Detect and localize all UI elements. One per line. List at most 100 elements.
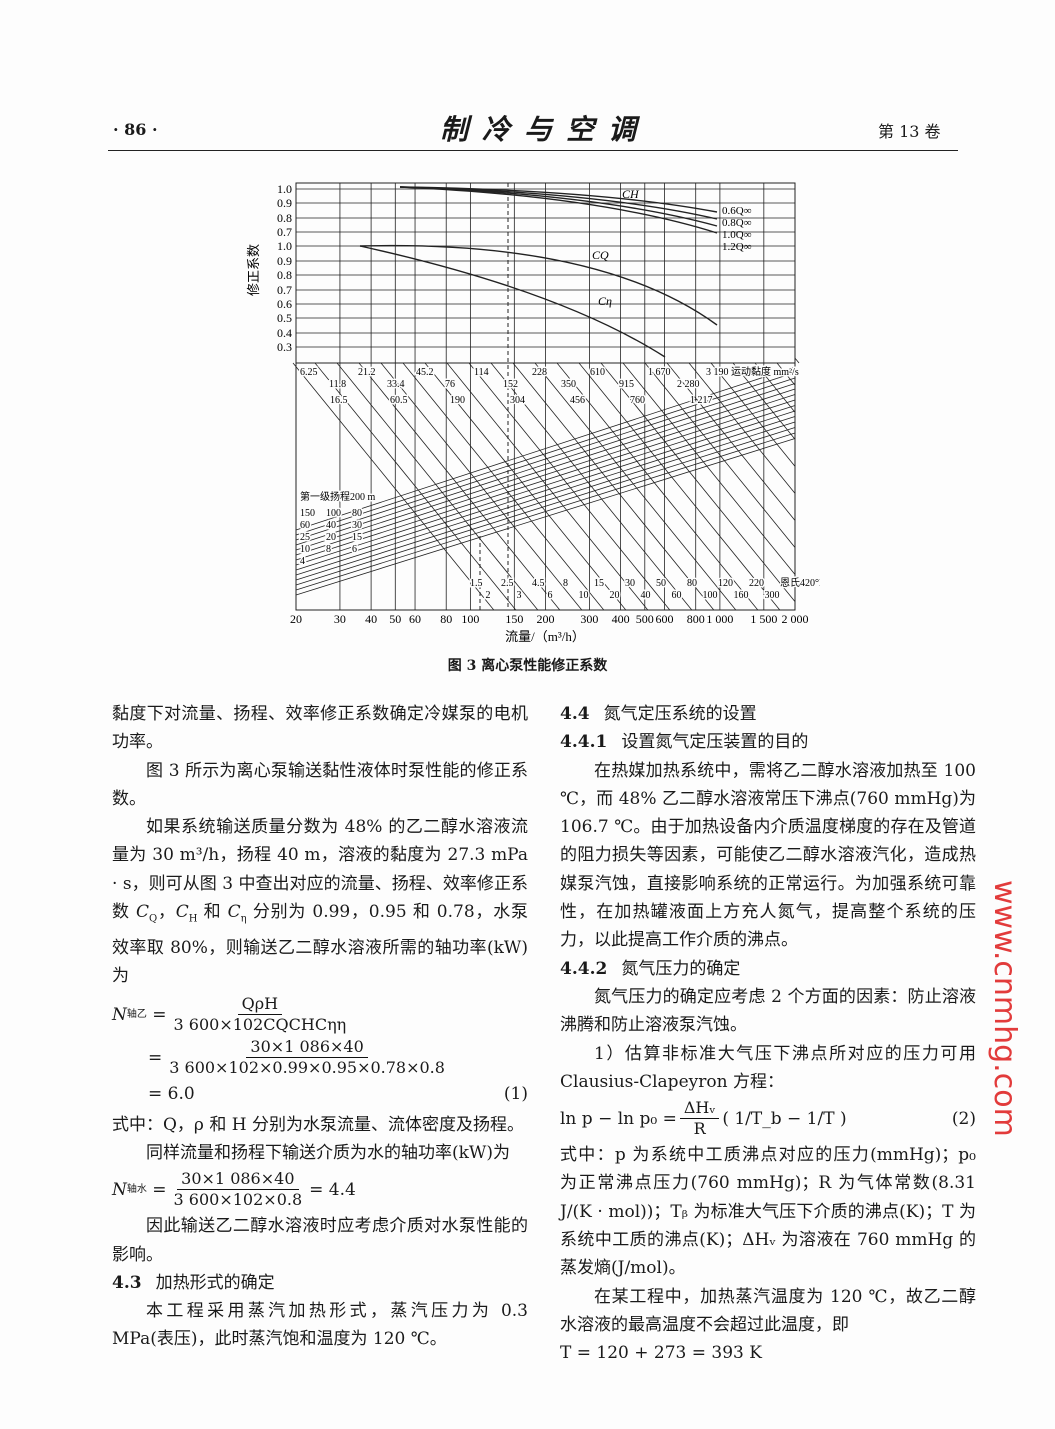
paragraph-text: 如果系统输送质量分数为 48% 的乙二醇水溶液流量为 30 m³/h，扬程 40…: [112, 817, 528, 923]
section-title: 氮气压力的确定: [621, 958, 741, 979]
head-label: 60: [300, 520, 310, 531]
numerator: QρH: [237, 994, 283, 1016]
head-label: 第一级扬程200 m: [300, 490, 375, 503]
viscosity-label: 350: [561, 379, 576, 390]
volume-label: 第 13 卷: [878, 122, 941, 141]
engler-label: 1.5: [470, 578, 483, 589]
engler-label: 3: [517, 590, 522, 601]
viscosity-line: [710, 362, 796, 467]
y-tick-label: 0.4: [277, 326, 292, 340]
section-title: 设置氮气定压装置的目的: [621, 732, 809, 753]
viscosity-label: 228: [532, 367, 547, 378]
viscosity-label: 3 190 运动黏度 mm²/s: [706, 365, 799, 378]
paragraph: 在热媒加热系统中，需将乙二醇水溶液加热至 100 ℃，而 48% 乙二醇水溶液常…: [560, 760, 976, 951]
engler-label: 100: [703, 590, 718, 601]
viscosity-label: 190: [450, 395, 465, 406]
paragraph: 同样流量和扬程下输送介质为水的轴功率(kW)为: [146, 1142, 511, 1163]
viscosity-line: [534, 362, 737, 611]
numerator: 30×1 086×40: [246, 1037, 368, 1059]
paragraph: 如果系统输送质量分数为 48% 的乙二醇水溶液流量为 30 m³/h，扬程 40…: [112, 817, 528, 987]
paragraph: 1）估算非标准大气压下沸点所对应的压力可用 Clausius-Clapeyron…: [560, 1043, 976, 1092]
eq-symbol: N: [112, 1179, 127, 1200]
viscosity-label: 2 280: [677, 379, 700, 390]
viscosity-label: 76: [445, 379, 455, 390]
watermark: www.cnmhg.com: [987, 880, 1022, 1137]
viscosity-line: [644, 362, 796, 548]
head-line: [295, 388, 796, 551]
left-column: 黏度下对流量、扬程、效率修正系数确定冷媒泵的电机功率。 图 3 所示为离心泵输送…: [112, 700, 528, 1354]
viscosity-line: [402, 362, 605, 611]
viscosity-line: [314, 362, 517, 611]
head-label: 80: [352, 508, 362, 519]
x-tick-label: 600: [656, 612, 674, 626]
viscosity-line: [666, 362, 796, 521]
head-line: [295, 427, 796, 586]
head-label: 100: [326, 508, 341, 519]
head-label: 8: [326, 544, 331, 555]
fraction: 30×1 086×40 3 600×102×0.99×0.95×0.78×0.8: [165, 1037, 449, 1078]
cq-curve: [359, 244, 718, 326]
paragraph: 式中：Q，ρ 和 H 分别为水泵流量、流体密度及扬程。: [112, 1114, 524, 1135]
viscosity-line: [446, 362, 649, 611]
fraction: 30×1 086×40 3 600×102×0.8: [170, 1169, 307, 1210]
head-line: [295, 410, 796, 571]
head-label: 150: [300, 508, 315, 519]
x-tick-label: 200: [537, 612, 555, 626]
head-line: [295, 432, 796, 591]
right-column: 4.4 氮气定压系统的设置 4.4.1 设置氮气定压装置的目的 在热媒加热系统中，需…: [560, 700, 976, 1368]
paragraph: 本工程采用蒸汽加热形式，蒸汽压力为 0.3 MPa(表压)，此时蒸汽饱和温度为 …: [112, 1301, 528, 1350]
equation-1: N 轴乙 = QρH 3 600×102CQCHCηη: [112, 994, 528, 1035]
equation-3: T = 120 + 273 = 393 K: [560, 1343, 762, 1364]
y-tick-label: 0.6: [277, 297, 292, 311]
numerator: ΔHᵥ: [679, 1098, 720, 1120]
ch-flow-label: 1.0Q∞: [722, 229, 752, 241]
engler-label: 恩氏420°E: [780, 577, 820, 589]
ch-flow-label: 0.6Q∞: [722, 205, 752, 217]
viscosity-line: [556, 362, 759, 611]
viscosity-line: [600, 362, 796, 602]
denominator: R: [693, 1119, 706, 1139]
eq-parenthesis: ( 1/T_b − 1/T ): [722, 1108, 847, 1129]
viscosity-label: 304: [510, 395, 525, 406]
denominator: 3 600×102CQCHCηη: [173, 1015, 347, 1035]
section-heading-4-4-2: 4.4.2 氮气压力的确定: [560, 955, 976, 983]
y-tick-label: 0.7: [277, 225, 292, 239]
engler-label: 15: [594, 578, 604, 589]
paragraph: 黏度下对流量、扬程、效率修正系数确定冷媒泵的电机功率。: [112, 704, 528, 753]
viscosity-label: 45.2: [416, 367, 434, 378]
viscosity-label: 21.2: [358, 367, 376, 378]
section-heading-4-4: 4.4 氮气定压系统的设置: [560, 700, 976, 728]
viscosity-label: 610: [590, 367, 605, 378]
eq-symbol: N: [112, 1004, 127, 1025]
ceta-curve: [359, 245, 666, 358]
paragraph: 氮气压力的确定应考虑 2 个方面的因素：防止溶液沸腾和防止溶液泵汽蚀。: [560, 986, 976, 1036]
section-number: 4.4: [560, 704, 590, 724]
section-title: 氮气定压系统的设置: [603, 704, 757, 724]
engler-label: 120: [718, 578, 733, 589]
paragraph: 在某工程中，加热蒸汽温度为 120 ℃，故乙二醇水溶液的最高温度不会超过此温度，…: [560, 1286, 976, 1335]
viscosity-label: 152: [503, 379, 518, 390]
section-number: 4.4.1: [560, 732, 608, 753]
head-line: [295, 366, 796, 531]
head-line: [295, 416, 796, 576]
head-label: 15: [352, 532, 362, 543]
engler-label: 220: [749, 578, 764, 589]
engler-label: 4.5: [532, 578, 545, 589]
x-tick-label: 100: [461, 612, 479, 626]
head-line: [295, 405, 796, 566]
x-tick-label: 2 000: [782, 612, 809, 626]
viscosity-line: [512, 362, 715, 611]
header-rule: [108, 150, 958, 151]
x-tick-label: 400: [612, 612, 630, 626]
engler-label: 6: [548, 590, 553, 601]
paragraph: 因此输送乙二醇水溶液时应考虑介质对水泵性能的影响。: [112, 1216, 528, 1265]
engler-label: 300: [765, 590, 780, 601]
viscosity-line: [776, 362, 796, 386]
engler-label: 30: [625, 578, 635, 589]
viscosity-line: [732, 362, 796, 440]
viscosity-label: 16.5: [330, 395, 348, 406]
viscosity-line: [380, 362, 583, 611]
head-label: 20: [326, 532, 336, 543]
head-label: 40: [326, 520, 336, 531]
eq-result: = 6.0: [148, 1084, 195, 1105]
